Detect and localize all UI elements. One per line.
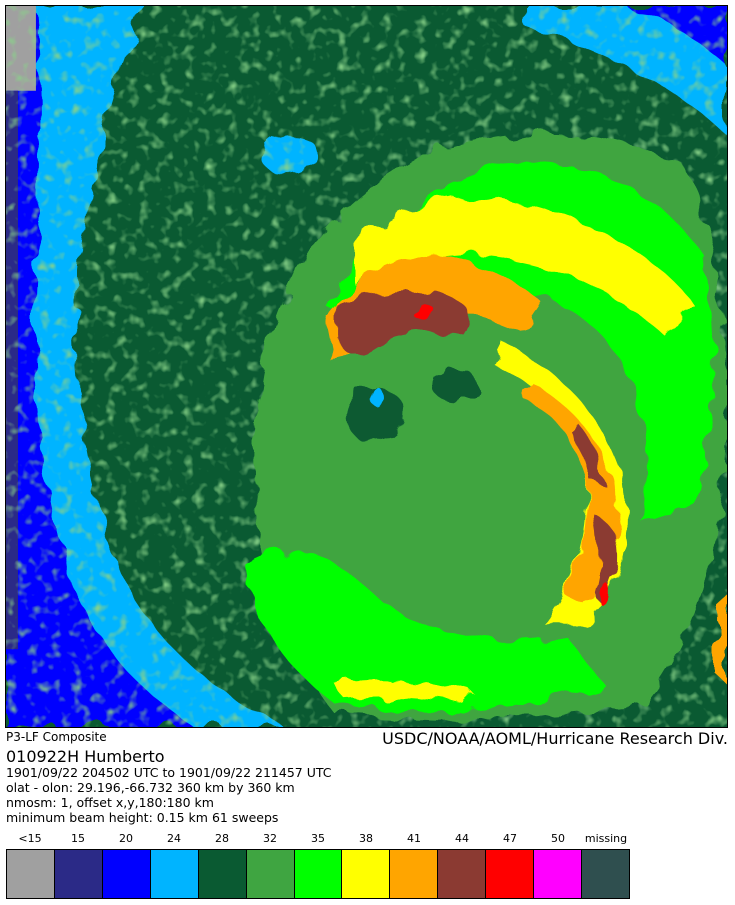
field-38dbz-band bbox=[355, 196, 695, 336]
radar-composite-map bbox=[6, 6, 727, 727]
legend-swatch bbox=[102, 850, 151, 898]
legend-label: 28 bbox=[215, 832, 229, 845]
nmosm-label: nmosm: 1, offset x,y,180:180 km bbox=[6, 795, 214, 810]
legend-swatch bbox=[198, 850, 247, 898]
legend-swatch bbox=[54, 850, 103, 898]
legend-swatch bbox=[438, 850, 487, 898]
radar-reflectivity-image bbox=[5, 5, 728, 728]
legend-swatch bbox=[294, 850, 343, 898]
legend-label: 38 bbox=[359, 832, 373, 845]
legend-label: 32 bbox=[263, 832, 277, 845]
field-35dbz-south bbox=[245, 551, 605, 711]
legend-swatch bbox=[390, 850, 439, 898]
legend-swatch bbox=[486, 850, 535, 898]
legend-label: 15 bbox=[71, 832, 85, 845]
field-24dbz-eye bbox=[370, 386, 383, 407]
legend-swatch bbox=[342, 850, 391, 898]
eye-dark-patch-2 bbox=[432, 366, 477, 403]
legend-label: 44 bbox=[455, 832, 469, 845]
legend-label: 47 bbox=[503, 832, 517, 845]
field-41dbz-rainband bbox=[524, 384, 620, 605]
legend-swatch bbox=[534, 850, 583, 898]
beam-height-label: minimum beam height: 0.15 km 61 sweeps bbox=[6, 810, 279, 825]
legend-swatch bbox=[150, 850, 199, 898]
field-44dbz-core bbox=[335, 289, 471, 354]
field-47dbz-cell-south bbox=[598, 582, 611, 607]
legend-labels: <15 15 20 24 28 32 35 38 41 44 47 50 missing bbox=[6, 831, 630, 847]
legend-label: 50 bbox=[551, 832, 565, 845]
legend-label: 20 bbox=[119, 832, 133, 845]
legend-swatch bbox=[246, 850, 295, 898]
legend-swatch bbox=[7, 850, 55, 898]
storm-id-label: 010922H Humberto bbox=[6, 747, 165, 766]
field-38dbz-south-band bbox=[335, 680, 475, 705]
field-44dbz-rainband bbox=[569, 424, 605, 485]
field-44dbz-south bbox=[592, 514, 617, 605]
legend-label: missing bbox=[584, 832, 628, 845]
origin-label: olat - olon: 29.196,-66.732 360 km by 36… bbox=[6, 780, 295, 795]
legend-label: 35 bbox=[311, 832, 325, 845]
field-38dbz-east-edge bbox=[716, 594, 727, 685]
credit-label: USDC/NOAA/AOML/Hurricane Research Div. bbox=[382, 729, 728, 748]
source-label: P3-LF Composite bbox=[6, 730, 107, 744]
legend-label: 41 bbox=[407, 832, 421, 845]
eye-dark-patch bbox=[345, 386, 405, 443]
legend-swatch bbox=[582, 850, 629, 898]
legend-label: <15 bbox=[18, 832, 42, 845]
legend-label: 24 bbox=[167, 832, 181, 845]
time-range-label: 1901/09/22 204502 UTC to 1901/09/22 2114… bbox=[6, 765, 332, 780]
color-legend bbox=[6, 849, 630, 899]
field-47dbz-cell bbox=[410, 304, 435, 319]
